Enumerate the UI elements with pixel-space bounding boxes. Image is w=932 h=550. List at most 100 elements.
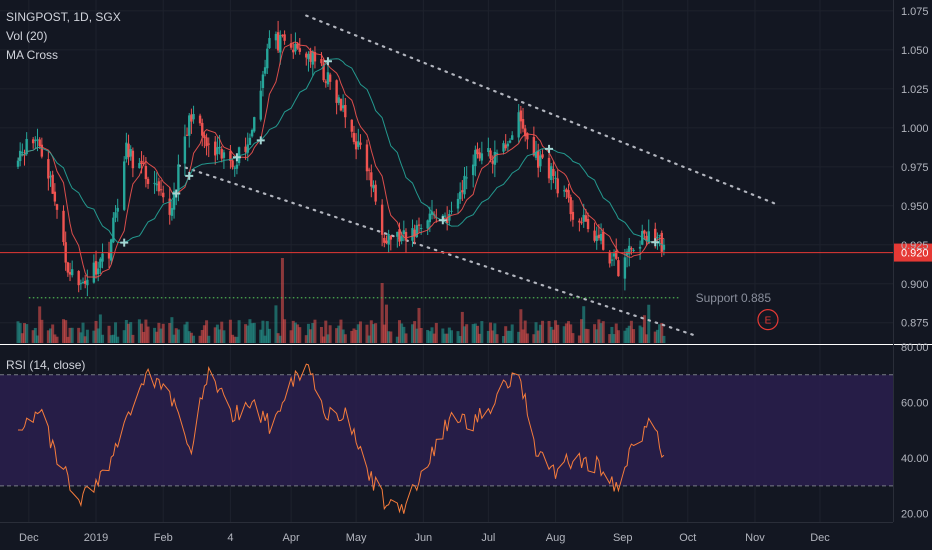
candle-body xyxy=(229,151,232,162)
volume-bar xyxy=(577,335,581,343)
candle-body xyxy=(396,231,399,237)
ma-cross-indicator-label[interactable]: MA Cross xyxy=(6,48,59,62)
candle-body xyxy=(183,136,187,164)
volume-bar xyxy=(380,283,384,343)
earnings-circle-icon[interactable] xyxy=(757,309,779,331)
candle-body xyxy=(339,98,343,111)
candle-body xyxy=(21,151,24,154)
rsi-legend[interactable]: RSI (14, close) xyxy=(6,356,85,375)
volume-bar xyxy=(445,333,449,343)
candle-body xyxy=(79,283,83,285)
volume-bar xyxy=(185,321,189,343)
candle-body xyxy=(279,34,282,53)
volume-bar xyxy=(81,322,85,343)
candle-body xyxy=(123,161,126,210)
candle-body xyxy=(584,215,588,222)
symbol-legend[interactable]: SINGPOST, 1D, SGX Vol (20) MA Cross xyxy=(6,8,121,65)
volume-bar xyxy=(122,330,126,343)
volume-bar xyxy=(311,323,315,343)
volume-indicator-label[interactable]: Vol (20) xyxy=(6,29,48,43)
volume-bar xyxy=(584,328,588,343)
rsi-title[interactable]: RSI (14, close) xyxy=(6,358,86,372)
candle-body xyxy=(625,251,629,256)
volume-bar xyxy=(198,335,202,343)
candle-body xyxy=(610,259,614,261)
volume-bar xyxy=(298,327,302,343)
candle-body xyxy=(506,143,510,147)
candle-body xyxy=(246,144,249,153)
volume-bar xyxy=(68,327,72,343)
volume-bar xyxy=(629,320,633,343)
candle-body xyxy=(305,53,308,58)
volume-bar xyxy=(569,324,573,343)
candle-body xyxy=(276,32,280,51)
volume-bar xyxy=(536,330,540,343)
volume-bar xyxy=(265,321,269,343)
volume-bar xyxy=(384,304,388,343)
volume-bar xyxy=(350,330,354,343)
candle-body xyxy=(207,143,210,145)
candle-body xyxy=(352,133,356,142)
candle-body xyxy=(443,215,447,217)
candle-body xyxy=(203,135,206,139)
candle-body xyxy=(40,144,44,157)
candle-body xyxy=(617,260,620,277)
volume-bar xyxy=(289,330,293,343)
candle-body xyxy=(237,147,241,164)
volume-bar xyxy=(627,325,631,343)
candle-body xyxy=(638,246,642,249)
candle-body xyxy=(47,159,50,179)
volume-bar xyxy=(554,320,558,343)
candle-body xyxy=(471,164,475,176)
volume-bar xyxy=(129,322,133,343)
candle-body xyxy=(586,218,590,230)
volume-bar xyxy=(632,329,636,343)
volume-bar xyxy=(79,332,83,343)
candle-body xyxy=(539,155,542,167)
candle-body xyxy=(612,253,616,257)
volume-bar xyxy=(33,327,37,343)
volume-bar xyxy=(582,306,586,343)
candle-body xyxy=(326,72,330,85)
candle-body xyxy=(656,236,659,238)
volume-bar xyxy=(213,327,217,343)
ma-cross-markers xyxy=(120,57,660,247)
candle-body xyxy=(398,229,401,242)
volume-bar xyxy=(53,334,57,343)
candle-body xyxy=(162,192,165,198)
candle-body xyxy=(261,74,265,88)
candle-body xyxy=(380,204,384,235)
volume-bar xyxy=(83,336,87,343)
volume-bar xyxy=(18,323,22,343)
candle-body xyxy=(580,222,583,224)
volume-bar xyxy=(658,324,662,343)
symbol-title[interactable]: SINGPOST, 1D, SGX xyxy=(6,10,121,24)
candle-body xyxy=(578,220,581,223)
x-tick-label: Apr xyxy=(283,532,300,544)
y-tick-label: 0.950 xyxy=(901,201,929,213)
volume-bar xyxy=(215,324,219,343)
rsi-tick-label: 20.00 xyxy=(901,509,929,521)
y-tick-label: 0.900 xyxy=(901,279,929,291)
volume-bar xyxy=(127,323,131,343)
candle-body xyxy=(36,139,39,141)
volume-bar xyxy=(101,334,105,343)
volume-bar xyxy=(55,336,59,343)
volume-bar xyxy=(480,321,484,343)
volume-bar xyxy=(504,326,508,343)
candle-body xyxy=(320,59,323,64)
candle-body xyxy=(417,224,421,226)
candle-body xyxy=(532,137,536,156)
candle-body xyxy=(294,43,297,52)
volume-bar xyxy=(417,307,421,343)
volume-bar xyxy=(161,323,165,343)
candle-body xyxy=(198,115,202,124)
volume-bar xyxy=(610,326,614,343)
candle-body xyxy=(599,233,603,241)
volume-bar xyxy=(382,324,386,343)
x-tick-label: Jun xyxy=(414,532,432,544)
volume-bar xyxy=(538,324,542,343)
volume-bar xyxy=(237,320,241,343)
candle-body xyxy=(628,245,631,255)
